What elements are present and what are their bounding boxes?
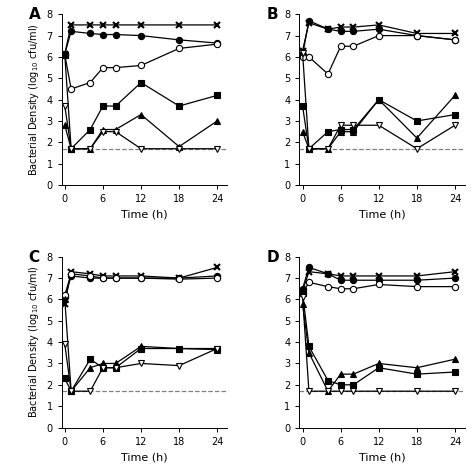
Text: B: B	[266, 8, 278, 22]
X-axis label: Time (h): Time (h)	[359, 452, 405, 462]
Y-axis label: Bacterial Density (log$_{10}$ cfu/ml): Bacterial Density (log$_{10}$ cfu/ml)	[27, 266, 41, 418]
X-axis label: Time (h): Time (h)	[121, 209, 167, 219]
Text: A: A	[28, 8, 40, 22]
Y-axis label: Bacterial Density (log$_{10}$ cfu/ml): Bacterial Density (log$_{10}$ cfu/ml)	[27, 23, 41, 176]
Text: C: C	[28, 250, 40, 265]
Text: D: D	[266, 250, 279, 265]
X-axis label: Time (h): Time (h)	[121, 452, 167, 462]
X-axis label: Time (h): Time (h)	[359, 209, 405, 219]
